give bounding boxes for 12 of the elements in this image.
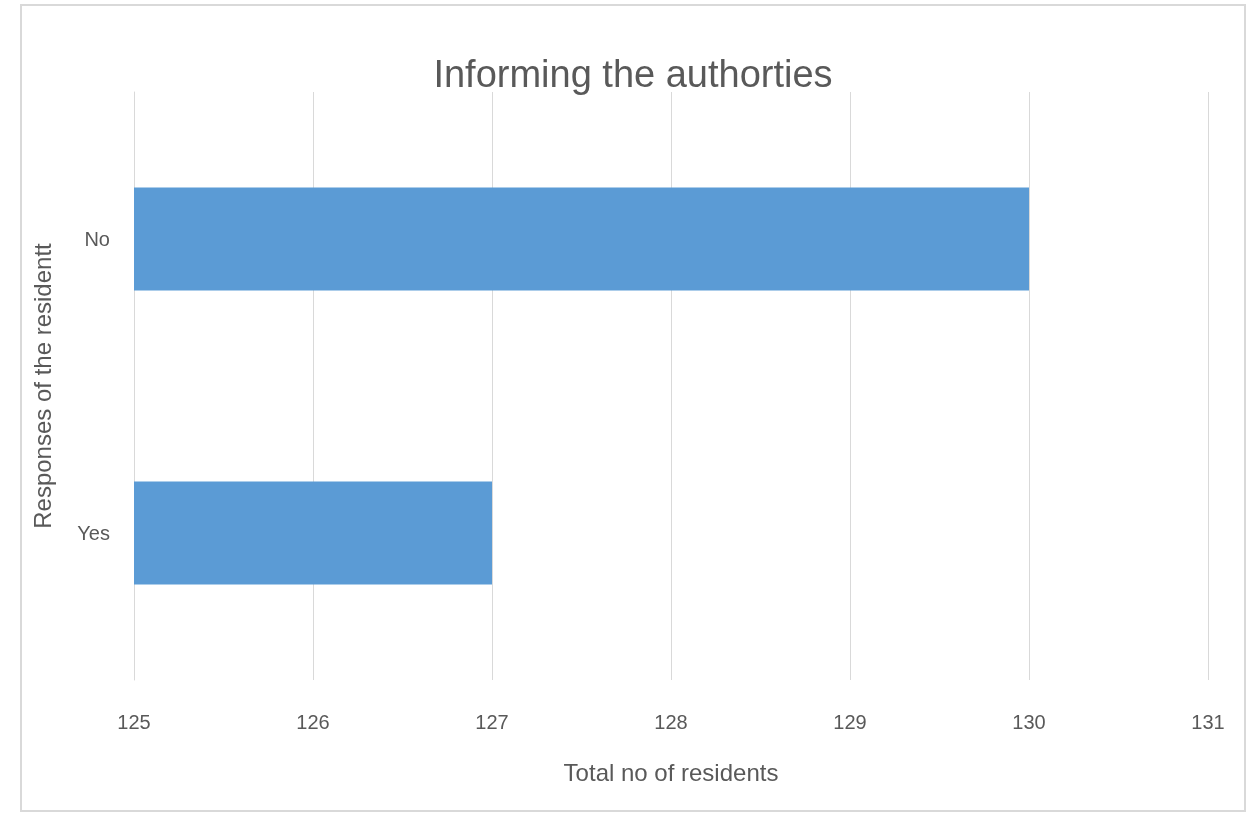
x-tick-label: 127: [475, 711, 509, 733]
chart-title: Informing the authorties: [433, 53, 833, 95]
x-tick-label: 125: [117, 711, 151, 733]
x-axis-title: Total no of residents: [563, 758, 779, 786]
y-axis-title: Responses of the residentt: [28, 242, 56, 529]
y-tick-label: No: [84, 228, 110, 250]
x-tick-label: 130: [1012, 711, 1046, 733]
x-tick-label: 126: [296, 711, 330, 733]
x-tick-label: 128: [654, 711, 688, 733]
x-tick-label: 131: [1191, 711, 1225, 733]
x-tick-label: 129: [833, 711, 867, 733]
y-tick-label: Yes: [77, 522, 110, 544]
